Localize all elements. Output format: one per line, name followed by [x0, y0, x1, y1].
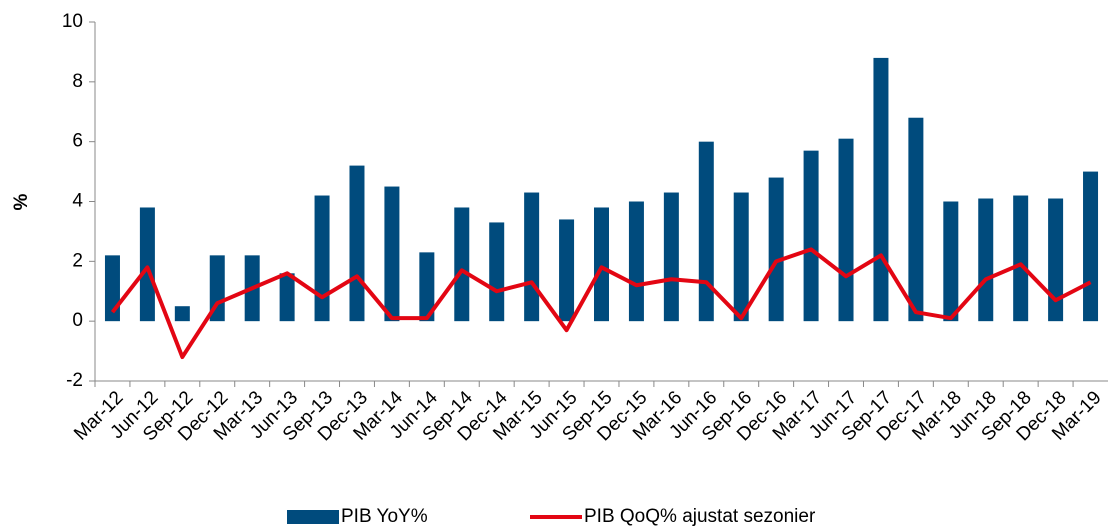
y-tick-label: 2 — [72, 250, 83, 271]
bar — [978, 198, 994, 322]
y-axis-label: % — [11, 193, 32, 210]
y-tick-label: 10 — [62, 11, 83, 32]
y-tick-label: 0 — [72, 310, 83, 331]
y-tick-label: 6 — [72, 131, 83, 152]
bar — [1013, 195, 1029, 322]
bar — [384, 186, 400, 322]
bar — [454, 207, 470, 322]
bar — [768, 177, 784, 322]
bar — [943, 201, 959, 322]
bar — [279, 273, 295, 322]
bar — [698, 141, 714, 322]
line — [110, 247, 1092, 360]
y-tick-label: 4 — [72, 191, 83, 212]
bar — [908, 117, 924, 322]
bar — [733, 192, 749, 322]
bar — [349, 165, 365, 322]
bar — [663, 192, 679, 322]
bar — [1083, 171, 1099, 322]
legend-swatch — [287, 510, 339, 524]
bar — [838, 138, 854, 322]
y-tick-label: -2 — [66, 370, 83, 391]
legend-label: PIB YoY% — [341, 506, 428, 527]
bar — [594, 207, 609, 322]
bar — [209, 255, 225, 322]
bar — [314, 195, 330, 322]
y-tick-label: 8 — [72, 71, 83, 92]
bar — [489, 222, 505, 322]
bar — [524, 192, 540, 322]
bar — [803, 150, 819, 322]
bar — [419, 252, 435, 322]
legend-label: PIB QoQ% ajustat sezonier — [584, 506, 816, 527]
bar — [174, 306, 190, 322]
bar — [873, 57, 889, 322]
bar — [139, 207, 155, 322]
bar — [628, 201, 644, 322]
bar — [1048, 198, 1064, 322]
bar — [559, 219, 575, 322]
